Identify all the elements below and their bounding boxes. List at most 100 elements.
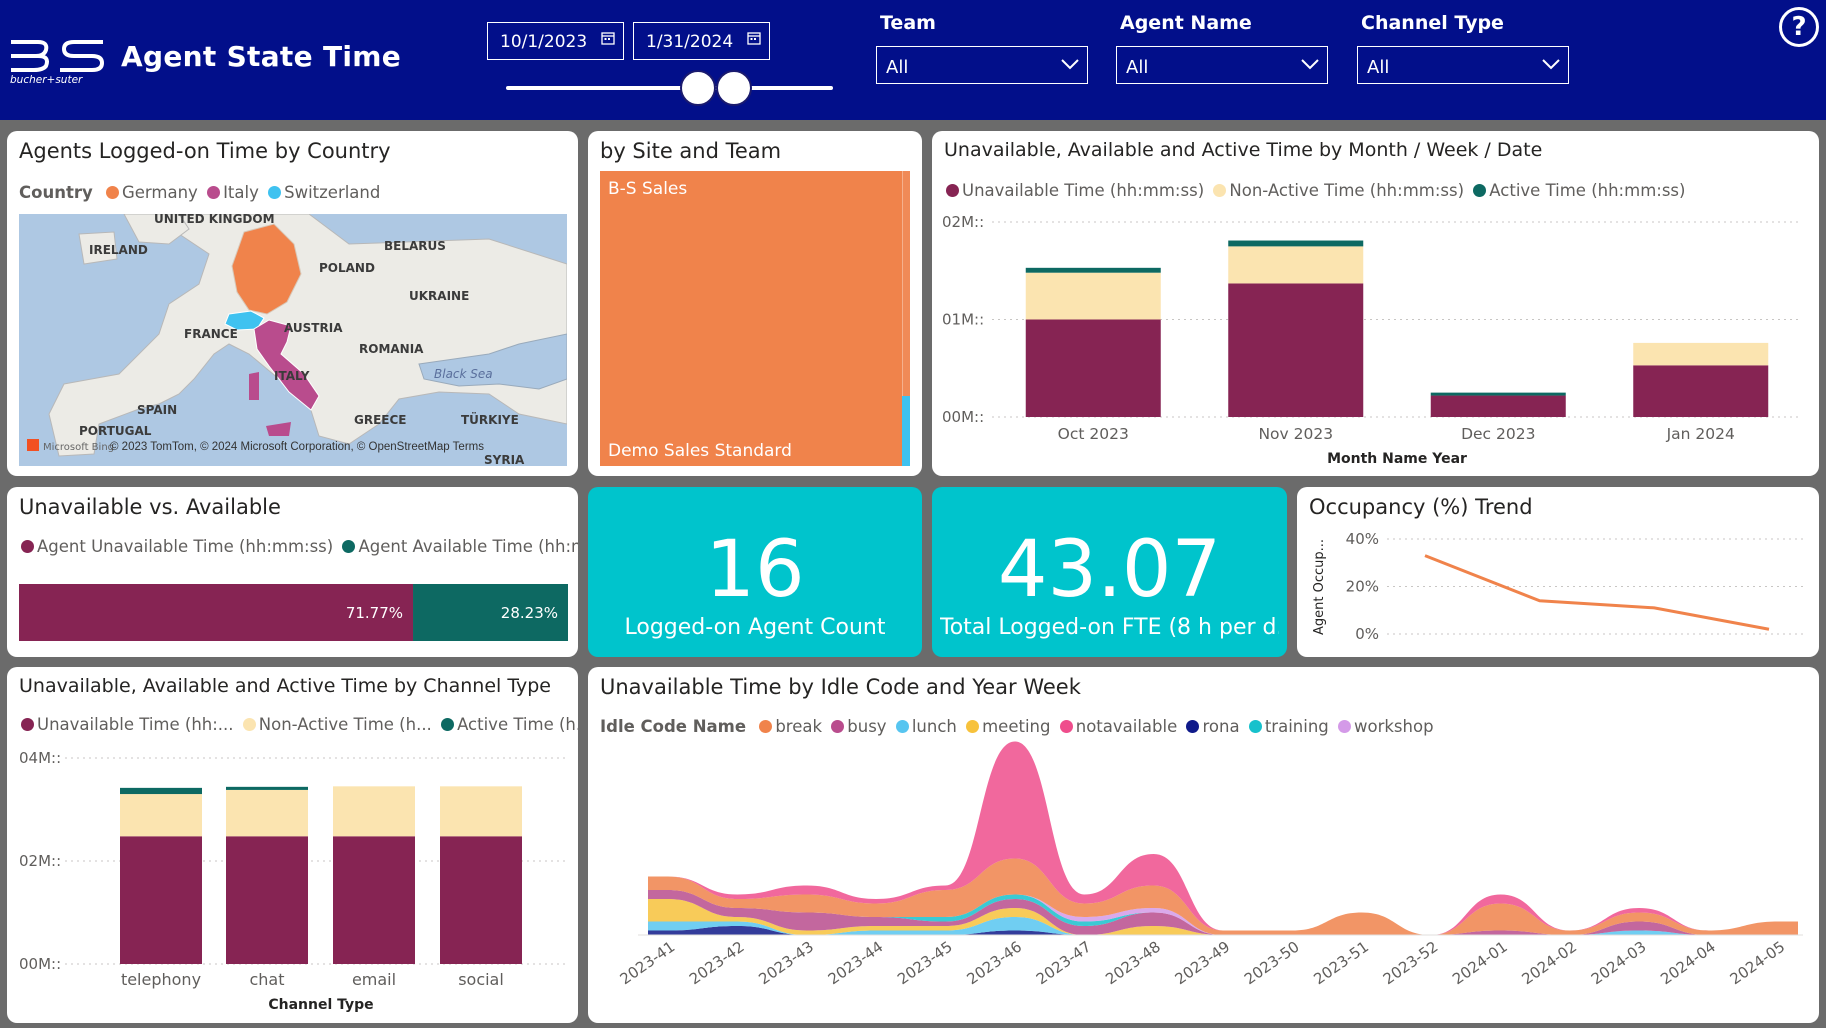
map-label: IRELAND	[89, 243, 148, 257]
help-icon[interactable]: ?	[1779, 7, 1819, 47]
legend-item[interactable]: Active Time (h...	[457, 715, 578, 734]
legend-item[interactable]: Agent Available Time (hh:m...	[358, 537, 578, 556]
channel-slicer-label: Channel Type	[1361, 12, 1504, 34]
bar-segment	[1228, 240, 1364, 247]
map-italy[interactable]	[253, 319, 320, 411]
x-tick-label: 2024-03	[1588, 938, 1650, 989]
chevron-down-icon	[1061, 59, 1079, 70]
bucher-suter-logo: bucher+suter	[10, 40, 105, 86]
legend-item[interactable]: training	[1264, 717, 1329, 736]
treemap-tile-small[interactable]	[902, 396, 910, 466]
occupancy-line	[1424, 554, 1770, 631]
map-label: PORTUGAL	[79, 424, 152, 438]
bar-segment	[1025, 272, 1161, 320]
y-tick-label: 02M::	[942, 213, 984, 231]
bar-segment	[19, 584, 414, 641]
map-land	[48, 214, 567, 457]
map-germany[interactable]	[231, 223, 302, 315]
chevron-down-icon	[1301, 59, 1319, 70]
channel-chart-plot[interactable]: 00M::02M::04M::telephony chat email socialC…	[7, 667, 578, 1023]
legend-dot	[242, 718, 256, 731]
map-uk	[123, 214, 190, 245]
legend-item[interactable]: break	[775, 717, 823, 736]
month-chart-plot[interactable]: 00M::01M::02M::Oct 2023 Nov 2023 Dec 2023 J…	[932, 131, 1819, 476]
channel-chart-legend: Unavailable Time (hh:... Non-Active Time…	[17, 715, 578, 734]
map-sicily[interactable]	[266, 422, 291, 436]
map-sardinia[interactable]	[249, 372, 259, 400]
agent-slicer-label: Agent Name	[1120, 12, 1252, 34]
legend-item[interactable]: Unavailable Time (hh:mm:ss)	[962, 181, 1205, 200]
legend-item[interactable]: Non-Active Time (h...	[258, 715, 432, 734]
y-axis-title: Agent Occup...	[1312, 539, 1327, 635]
legend-item[interactable]: Non-Active Time (hh:mm:ss)	[1229, 181, 1465, 200]
europe-map[interactable]: UNITED KINGDOM IRELAND BELARUS POLAND UK…	[19, 214, 567, 466]
map-legend-item[interactable]: Italy	[223, 183, 259, 202]
x-tick-label: 2023-52	[1380, 938, 1442, 989]
legend-dot	[342, 540, 356, 553]
calendar-icon[interactable]	[747, 31, 761, 45]
kpi-fte-value: 43.07	[997, 525, 1222, 615]
idle-area-plot[interactable]: 2023-41 2023-42 2023-43 2023-44 2023-45 2023-…	[588, 667, 1819, 1023]
legend-item[interactable]: Agent Unavailable Time (hh:mm:ss)	[37, 537, 334, 556]
bing-logo-icon	[27, 439, 39, 451]
treemap-tile-small[interactable]	[902, 171, 910, 466]
legend-item[interactable]: lunch	[911, 717, 957, 736]
legend-item[interactable]: workshop	[1354, 717, 1434, 736]
unavail-card-title: Unavailable vs. Available	[19, 495, 281, 519]
bar-segment	[1025, 319, 1161, 417]
area-notavailable	[648, 741, 1798, 935]
calendar-icon[interactable]	[601, 31, 615, 45]
date-range-start-handle[interactable]	[680, 70, 716, 106]
date-from-input[interactable]: 10/1/2023	[487, 22, 624, 60]
map-legend-item[interactable]: Switzerland	[284, 183, 381, 202]
map-legend-item[interactable]: Germany	[121, 183, 198, 202]
y-tick-label: 00M::	[942, 408, 984, 426]
date-to-input[interactable]: 1/31/2024	[633, 22, 770, 60]
bar-segment	[120, 836, 202, 964]
area-rona	[648, 926, 1798, 935]
occupancy-card: Occupancy (%) Trend 0% 20% 40% Agent Occup.…	[1297, 487, 1819, 657]
bar-segment	[1633, 365, 1769, 417]
x-axis-title: Month Name Year	[1327, 451, 1467, 467]
treemap-tile-label: Demo Sales Standard	[608, 441, 792, 461]
bar-segment	[120, 794, 202, 837]
map-attribution-link[interactable]: © 2023 TomTom, © 2024 Microsoft Corporat…	[110, 441, 484, 453]
chevron-down-icon	[1542, 59, 1560, 70]
bar-segment	[1025, 267, 1161, 273]
data-label: 71.77%	[346, 604, 403, 622]
legend-item[interactable]: notavailable	[1075, 717, 1178, 736]
month-chart-title: Unavailable, Available and Active Time b…	[944, 139, 1543, 161]
x-tick-label: 2023-41	[617, 938, 679, 989]
legend-item[interactable]: Active Time (hh:mm:ss)	[1489, 181, 1686, 200]
map-label: UKRAINE	[409, 289, 469, 303]
map-legend-title: Country	[19, 183, 93, 202]
date-range-end-handle[interactable]	[716, 70, 752, 106]
legend-item[interactable]: Unavailable Time (hh:...	[37, 715, 234, 734]
team-slicer-dropdown[interactable]: All	[876, 46, 1088, 84]
channel-slicer-dropdown[interactable]: All	[1357, 46, 1569, 84]
map-label: POLAND	[319, 261, 375, 275]
bar-segment	[333, 786, 415, 837]
x-tick-label: email	[352, 970, 396, 989]
area-busy	[648, 890, 1798, 935]
logo-text: bucher+suter	[10, 74, 83, 86]
x-tick-label: 2023-51	[1310, 938, 1372, 989]
x-tick-label: 2023-42	[686, 938, 748, 989]
occupancy-line-plot[interactable]: 0% 20% 40% Agent Occup...	[1297, 487, 1819, 657]
legend-item[interactable]: rona	[1202, 717, 1240, 736]
germany-legend-dot	[105, 186, 119, 199]
legend-dot	[441, 718, 455, 731]
unavail-bar-plot[interactable]: 71.77% 28.23%	[19, 584, 568, 641]
date-range-slider-track[interactable]	[506, 86, 833, 90]
bar-segment	[1633, 342, 1769, 366]
legend-dot	[1213, 184, 1227, 197]
treemap-tile-demo-sales-standard[interactable]	[600, 171, 902, 466]
team-slicer-value: All	[886, 57, 909, 78]
data-label: 28.23%	[501, 604, 558, 622]
switzerland-legend-dot	[268, 186, 282, 199]
agent-slicer-dropdown[interactable]: All	[1116, 46, 1328, 84]
legend-item[interactable]: meeting	[982, 717, 1051, 736]
legend-item[interactable]: busy	[847, 717, 887, 736]
page-title: Agent State Time	[121, 40, 402, 73]
channel-chart-title: Unavailable, Available and Active Time b…	[19, 675, 551, 697]
